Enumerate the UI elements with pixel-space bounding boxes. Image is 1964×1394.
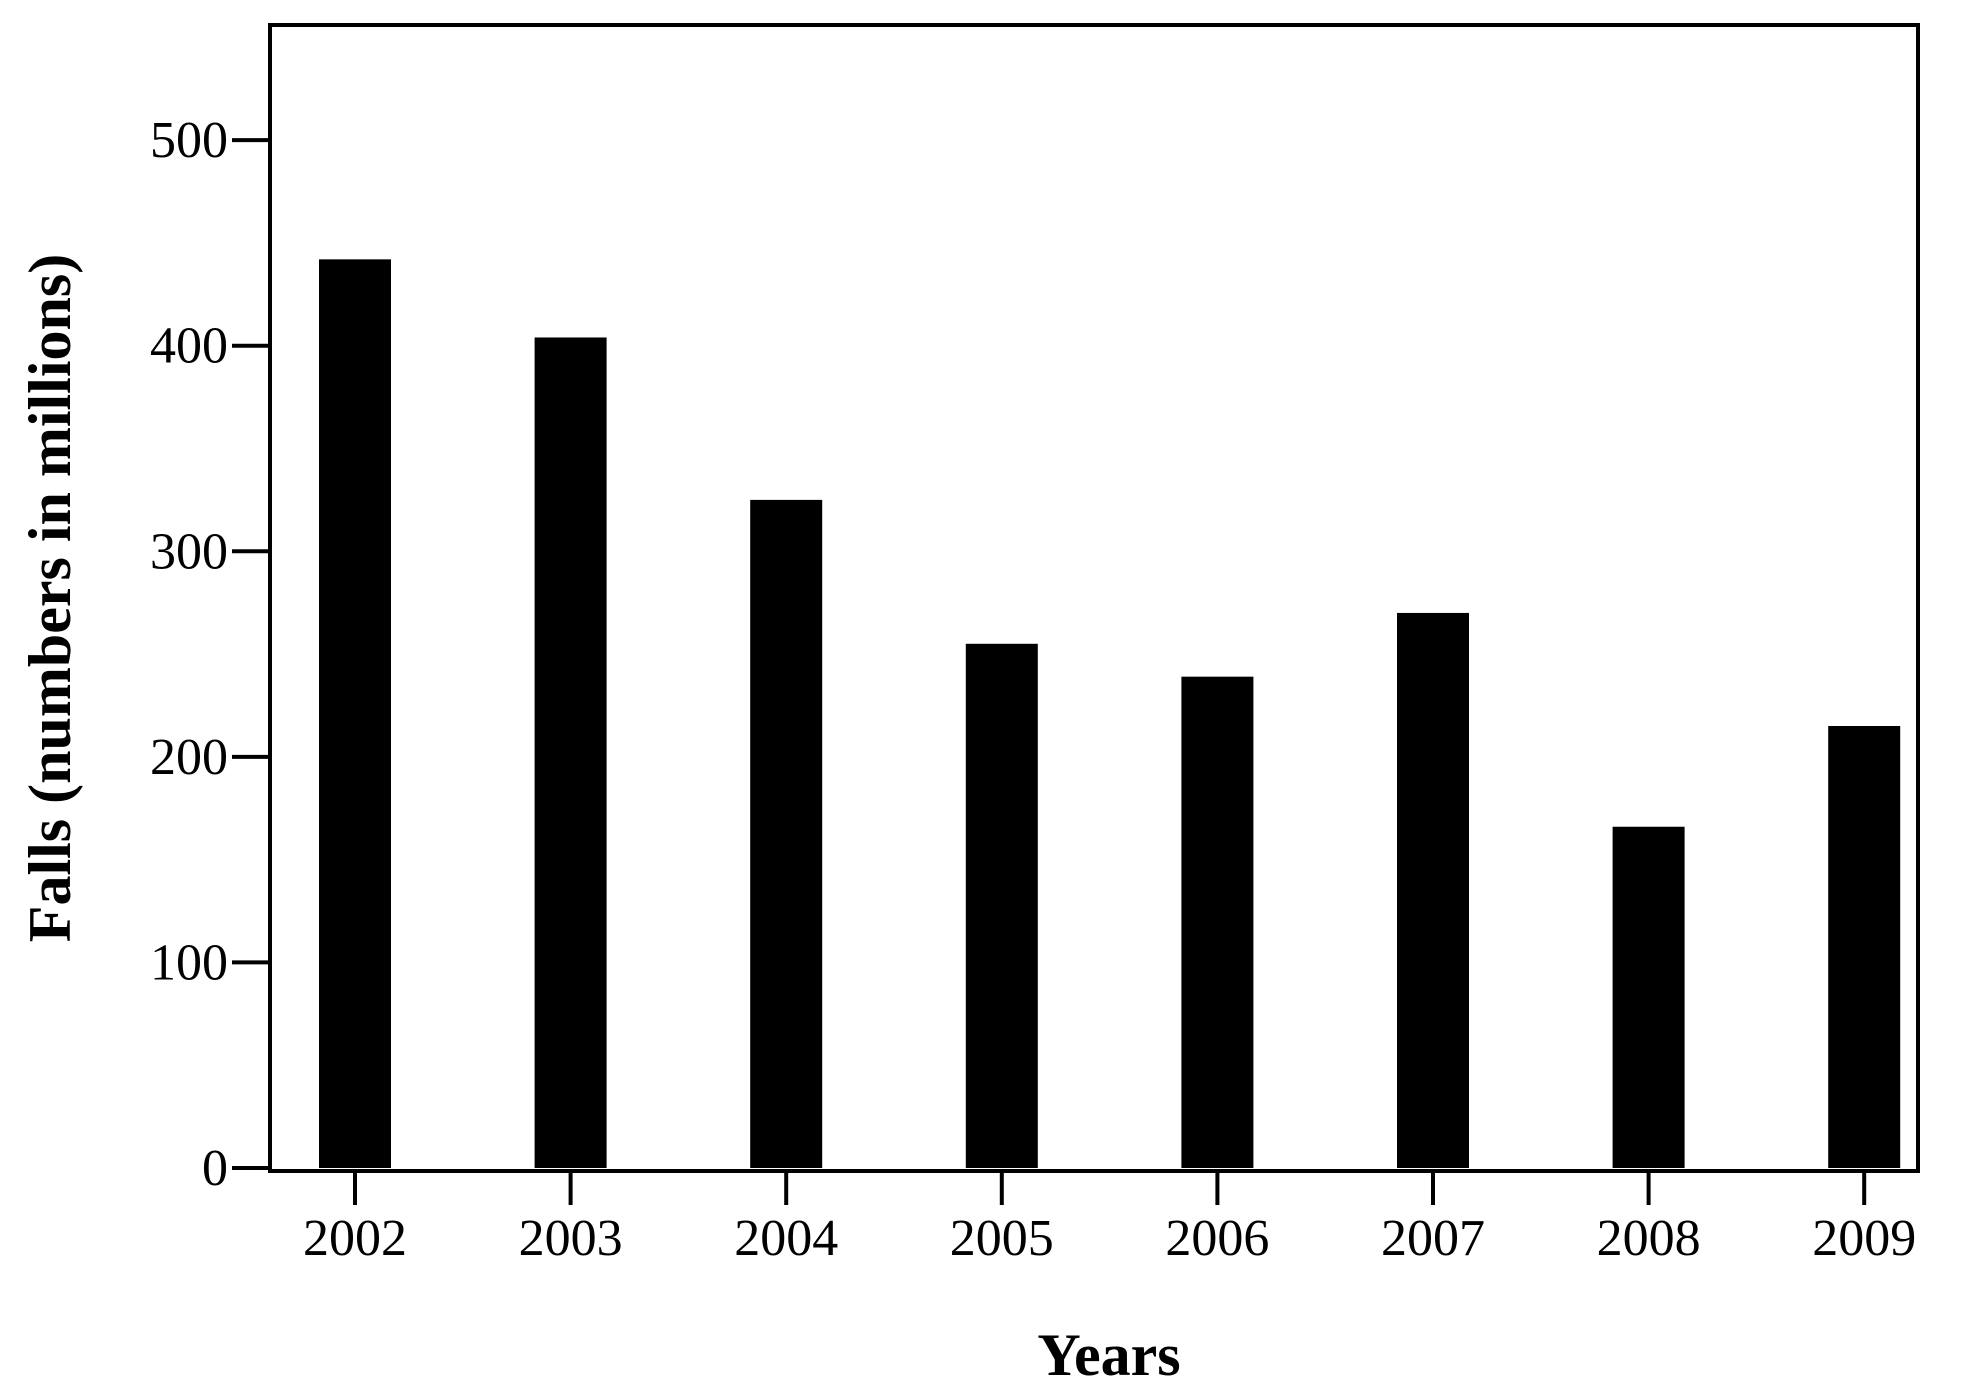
x-tick-label: 2004 (734, 1210, 838, 1267)
x-axis: 2002 2003 2004 2005 2006 2007 2008 2009 (303, 1171, 1916, 1267)
x-tick-label: 2007 (1381, 1210, 1485, 1267)
y-tick-label: 500 (150, 112, 228, 169)
y-tick-label: 200 (150, 729, 228, 786)
plot-frame (268, 23, 1920, 1173)
bar-2007 (1397, 612, 1469, 1168)
bar-2005 (965, 643, 1038, 1168)
x-tick-label: 2002 (303, 1210, 407, 1267)
bar-2002 (319, 259, 391, 1169)
y-axis: 0 100 200 300 400 500 (150, 112, 270, 1197)
y-tick-label: 100 (150, 934, 228, 991)
x-tick-label: 2005 (950, 1210, 1054, 1267)
x-tick-label: 2009 (1812, 1210, 1916, 1267)
y-tick-label: 0 (202, 1140, 228, 1197)
x-tick-label: 2006 (1165, 1210, 1269, 1267)
x-axis-title: Years (1037, 1322, 1180, 1388)
x-tick-label: 2003 (519, 1210, 623, 1267)
y-axis-title: Falls (numbers in millions) (17, 254, 83, 942)
bar-2008 (1612, 826, 1685, 1168)
y-tick-label: 400 (150, 318, 228, 375)
y-tick-label: 300 (150, 523, 228, 580)
bar-2006 (1181, 676, 1254, 1168)
bar-2003 (534, 337, 607, 1168)
x-tick-label: 2008 (1597, 1210, 1701, 1267)
bars (319, 259, 1901, 1169)
bar-2004 (750, 499, 823, 1168)
bar-2009 (1828, 726, 1901, 1168)
